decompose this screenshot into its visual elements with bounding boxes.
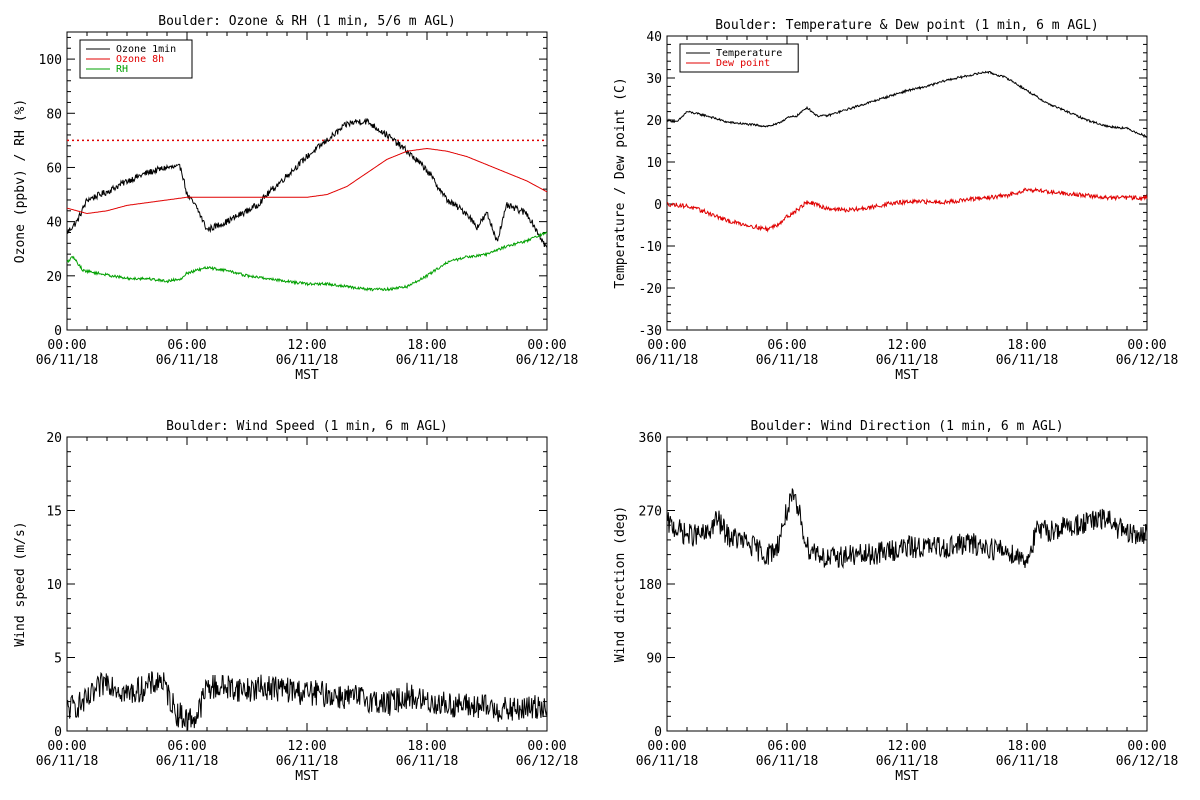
legend-box (679, 43, 799, 73)
y-tick-label: 180 (639, 578, 662, 593)
x-tick-label: 00:00 (47, 338, 86, 353)
chart-title: Boulder: Ozone & RH (1 min, 5/6 m AGL) (158, 14, 455, 29)
y-tick-label: 80 (46, 107, 62, 122)
x-tick-date-label: 06/12/18 (516, 754, 579, 769)
y-axis-label: Wind direction (deg) (613, 506, 628, 663)
y-tick-label: 100 (39, 53, 62, 68)
x-tick-date-label: 06/11/18 (636, 754, 699, 769)
x-tick-label: 18:00 (1007, 739, 1046, 754)
y-tick-label: 0 (654, 725, 662, 740)
x-tick-date-label: 06/11/18 (396, 754, 459, 769)
chart-panel-4: Boulder: Wind Direction (1 min, 6 m AGL)… (613, 419, 1178, 784)
x-tick-label: 00:00 (47, 739, 86, 754)
x-tick-date-label: 06/12/18 (516, 353, 579, 368)
x-tick-label: 18:00 (1007, 338, 1046, 353)
x-tick-date-label: 06/11/18 (36, 754, 99, 769)
legend-entry: Dew point (716, 58, 770, 69)
x-tick-label: 06:00 (767, 338, 806, 353)
x-tick-date-label: 06/11/18 (156, 754, 219, 769)
x-tick-label: 00:00 (647, 739, 686, 754)
y-tick-label: 0 (54, 725, 62, 740)
x-tick-label: 18:00 (407, 739, 446, 754)
y-tick-label: 360 (639, 431, 662, 446)
y-tick-label: 270 (639, 505, 662, 520)
y-tick-label: 0 (54, 324, 62, 339)
series-line-2 (666, 186, 1148, 233)
chart-title: Boulder: Wind Direction (1 min, 6 m AGL) (750, 419, 1063, 434)
x-tick-label: 06:00 (167, 338, 206, 353)
y-tick-label: 10 (646, 156, 662, 171)
series-line-1 (666, 488, 1148, 570)
y-tick-label: 30 (646, 72, 662, 87)
y-tick-label: -30 (639, 324, 662, 339)
x-tick-label: 18:00 (407, 338, 446, 353)
chart-title: Boulder: Temperature & Dew point (1 min,… (715, 18, 1099, 33)
x-tick-date-label: 06/11/18 (756, 754, 819, 769)
y-tick-label: 40 (46, 216, 62, 231)
y-tick-label: 0 (654, 198, 662, 213)
x-tick-label: 00:00 (527, 739, 566, 754)
x-tick-date-label: 06/12/18 (1116, 353, 1179, 368)
x-tick-label: 06:00 (167, 739, 206, 754)
legend-entry: Ozone 1min (116, 44, 176, 55)
chart-title: Boulder: Wind Speed (1 min, 6 m AGL) (166, 419, 448, 434)
x-tick-date-label: 06/11/18 (636, 353, 699, 368)
y-axis-label: Wind speed (m/s) (13, 521, 28, 646)
x-tick-date-label: 06/11/18 (276, 353, 339, 368)
x-tick-label: 00:00 (1127, 739, 1166, 754)
x-axis-label: MST (295, 368, 319, 383)
x-tick-date-label: 06/11/18 (876, 754, 939, 769)
y-tick-label: 15 (46, 505, 62, 520)
x-axis-label: MST (295, 769, 319, 784)
x-tick-label: 12:00 (887, 739, 926, 754)
x-tick-label: 06:00 (767, 739, 806, 754)
x-tick-date-label: 06/11/18 (396, 353, 459, 368)
y-tick-label: 10 (46, 578, 62, 593)
y-tick-label: 5 (54, 652, 62, 667)
chart-panel-2: Boulder: Temperature & Dew point (1 min,… (613, 18, 1178, 383)
legend-entry: Temperature (716, 48, 782, 59)
y-tick-label: 20 (646, 114, 662, 129)
x-tick-date-label: 06/11/18 (876, 353, 939, 368)
y-tick-label: -20 (639, 282, 662, 297)
x-tick-label: 12:00 (287, 739, 326, 754)
x-axis-label: MST (895, 368, 919, 383)
x-tick-date-label: 06/11/18 (996, 754, 1059, 769)
x-tick-label: 00:00 (647, 338, 686, 353)
x-tick-date-label: 06/12/18 (1116, 754, 1179, 769)
series-line-2 (66, 147, 548, 215)
y-tick-label: 60 (46, 161, 62, 176)
y-axis-label: Temperature / Dew point (C) (613, 77, 628, 288)
x-tick-label: 12:00 (887, 338, 926, 353)
x-tick-label: 00:00 (1127, 338, 1166, 353)
legend-entry: Ozone 8h (116, 54, 164, 65)
x-axis-label: MST (895, 769, 919, 784)
y-tick-label: 40 (646, 30, 662, 45)
y-tick-label: 90 (646, 652, 662, 667)
x-tick-date-label: 06/11/18 (996, 353, 1059, 368)
series-line-1 (66, 671, 548, 731)
y-axis-label: Ozone (ppbv) / RH (%) (13, 99, 28, 263)
chart-panel-3: Boulder: Wind Speed (1 min, 6 m AGL) 0 5 10… (13, 419, 578, 784)
x-tick-date-label: 06/11/18 (36, 353, 99, 368)
x-tick-date-label: 06/11/18 (276, 754, 339, 769)
series-line-1 (666, 70, 1148, 139)
legend-entry: RH (116, 64, 128, 75)
x-tick-label: 12:00 (287, 338, 326, 353)
x-tick-date-label: 06/11/18 (156, 353, 219, 368)
chart-panel-1: Boulder: Ozone & RH (1 min, 5/6 m AGL) 0 2… (13, 14, 578, 383)
y-tick-label: -10 (639, 240, 662, 255)
y-tick-label: 20 (46, 270, 62, 285)
series-line-3 (66, 231, 548, 292)
x-tick-label: 00:00 (527, 338, 566, 353)
y-tick-label: 20 (46, 431, 62, 446)
series-line-1 (66, 117, 548, 248)
x-tick-date-label: 06/11/18 (756, 353, 819, 368)
